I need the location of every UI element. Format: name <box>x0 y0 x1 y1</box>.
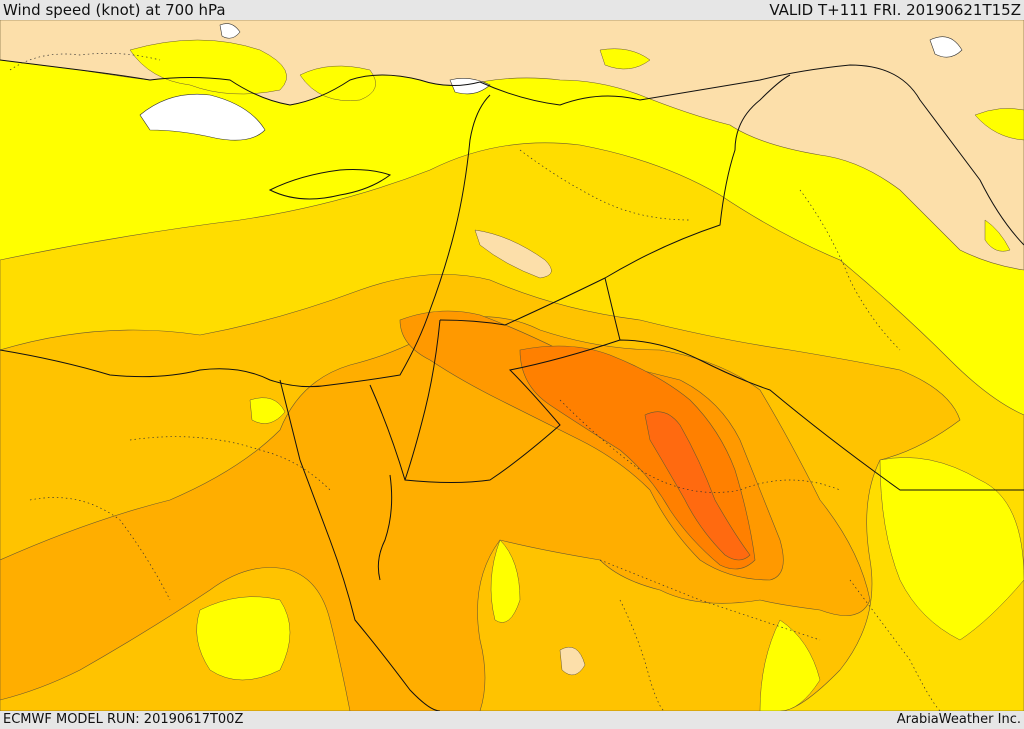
credit: ArabiaWeather Inc. <box>896 712 1021 727</box>
admin-boundaries <box>9 53 941 711</box>
map-title: Wind speed (knot) at 700 hPa <box>3 1 226 19</box>
wind-speed-map <box>0 20 1024 711</box>
map-footer: ECMWF MODEL RUN: 20190617T00Z ArabiaWeat… <box>0 711 1024 729</box>
map-header: Wind speed (knot) at 700 hPa VALID T+111… <box>0 0 1024 20</box>
model-run: ECMWF MODEL RUN: 20190617T00Z <box>3 712 244 727</box>
water-gap <box>139 93 266 141</box>
country-borders <box>369 64 1024 491</box>
coastlines <box>0 59 491 711</box>
wind-band-7 <box>644 411 751 561</box>
valid-time: VALID T+111 FRI. 20190621T15Z <box>769 1 1021 19</box>
